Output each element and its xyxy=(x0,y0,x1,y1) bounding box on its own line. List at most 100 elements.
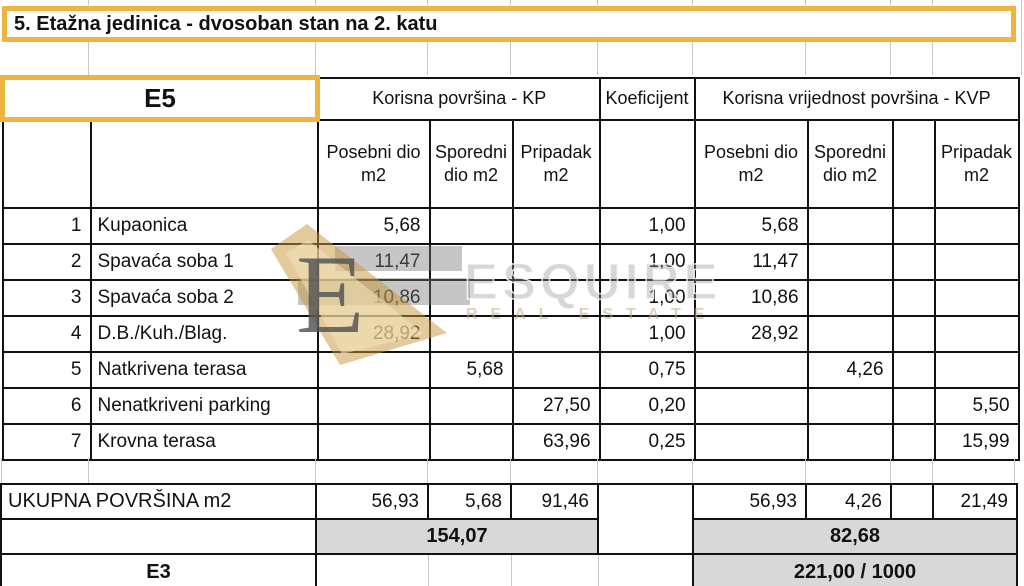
row-number-cell: 5 xyxy=(1,350,92,389)
kp-sporedni-cell xyxy=(428,278,514,317)
empty-cell xyxy=(427,553,512,586)
spreadsheet-gridline xyxy=(88,458,89,483)
koeficijent-cell: 1,00 xyxy=(598,206,696,245)
spreadsheet-gridline xyxy=(805,0,806,5)
row-number-cell: 7 xyxy=(1,422,92,461)
building-share-row: E3 221,00 / 1000 xyxy=(0,553,1018,586)
kp-posebni-cell: 11,47 xyxy=(316,242,431,281)
spacer-cell xyxy=(891,386,936,425)
kvp-pripadak-cell xyxy=(933,278,1020,317)
kp-pripadak-cell: 27,50 xyxy=(511,386,601,425)
total-kvp-posebni-cell: 56,93 xyxy=(692,483,807,520)
kp-posebni-cell: 28,92 xyxy=(316,314,431,353)
kvp-posebni-cell xyxy=(693,422,809,461)
kp-posebni-cell: 10,86 xyxy=(316,278,431,317)
header-row: E5 Korisna površina - KP Koeficijent Kor… xyxy=(0,75,1020,122)
empty-cell xyxy=(89,118,319,209)
koeficijent-spacer-cell xyxy=(597,483,694,555)
room-name-cell: D.B./Kuh./Blag. xyxy=(89,314,319,353)
spacer-cell xyxy=(891,242,936,281)
kp-sporedni-cell xyxy=(428,206,514,245)
totals-table: UKUPNA POVRŠINA m2 56,93 5,68 91,46 56,9… xyxy=(0,483,1018,586)
kvp-pripadak-cell xyxy=(933,242,1020,281)
header-cell-kp: Korisna površina - KP xyxy=(316,76,601,121)
total-label-cell: UKUPNA POVRŠINA m2 xyxy=(0,483,317,520)
kvp-sporedni-cell xyxy=(806,206,894,245)
row-number-cell: 1 xyxy=(1,206,92,245)
room-name-cell: Spavaća soba 2 xyxy=(89,278,319,317)
kp-posebni-cell xyxy=(316,350,431,389)
kvp-sporedni-cell xyxy=(806,278,894,317)
kvp-pripadak-cell xyxy=(933,314,1020,353)
spacer-cell xyxy=(890,483,934,520)
total-kp-posebni-cell: 56,93 xyxy=(315,483,429,520)
subheader-kp-pripadak: Pripadak m2 xyxy=(511,118,601,209)
spacer-cell xyxy=(891,422,936,461)
empty-cell xyxy=(891,118,936,209)
koeficijent-cell: 0,20 xyxy=(598,386,696,425)
kp-total-cell: 154,07 xyxy=(315,518,599,555)
kp-sporedni-cell xyxy=(428,386,514,425)
spreadsheet-gridline xyxy=(890,0,891,5)
kp-posebni-cell xyxy=(316,386,431,425)
subheader-kvp-sporedni: Sporedni dio m2 xyxy=(806,118,894,209)
spreadsheet-gridline xyxy=(1021,0,1022,75)
room-name-cell: Natkrivena terasa xyxy=(89,350,319,389)
kp-pripadak-cell xyxy=(511,242,601,281)
empty-cell xyxy=(598,118,696,209)
spreadsheet-gridline xyxy=(932,42,933,75)
spreadsheet-gridline xyxy=(805,458,806,483)
kp-pripadak-cell xyxy=(511,278,601,317)
kvp-posebni-cell xyxy=(693,350,809,389)
kp-pripadak-cell xyxy=(511,350,601,389)
empty-cell xyxy=(597,553,694,586)
table-row: 2 Spavaća soba 1 11,47 1,00 11,47 xyxy=(1,242,1020,281)
spreadsheet-gridline xyxy=(315,458,316,483)
koeficijent-cell: 1,00 xyxy=(598,278,696,317)
kvp-posebni-cell xyxy=(693,386,809,425)
row-number-cell: 3 xyxy=(1,278,92,317)
room-name-cell: Kupaonica xyxy=(89,206,319,245)
subheader-kvp-posebni: Posebni dio m2 xyxy=(693,118,809,209)
kvp-sporedni-cell: 4,26 xyxy=(806,350,894,389)
koeficijent-cell: 1,00 xyxy=(598,314,696,353)
subheader-kp-sporedni: Sporedni dio m2 xyxy=(428,118,514,209)
title-box: 5. Etažna jedinica - dvosoban stan na 2.… xyxy=(2,6,1016,42)
header-cell-kvp: Korisna vrijednost površina - KVP xyxy=(693,76,1020,121)
kp-sporedni-cell: 5,68 xyxy=(428,350,514,389)
spreadsheet-gridline xyxy=(427,42,428,75)
room-name-cell: Spavaća soba 1 xyxy=(89,242,319,281)
room-name-cell: Krovna terasa xyxy=(89,422,319,461)
spreadsheet-gridline xyxy=(597,0,598,5)
table-row: 3 Spavaća soba 2 10,86 1,00 10,86 xyxy=(1,278,1020,317)
spreadsheet-gridline xyxy=(597,42,598,75)
total-kp-pripadak-cell: 91,46 xyxy=(510,483,599,520)
table-row: 6 Nenatkriveni parking 27,50 0,20 5,50 xyxy=(1,386,1020,425)
spreadsheet-gridline xyxy=(315,42,316,75)
kvp-sporedni-cell xyxy=(806,422,894,461)
kvp-posebni-cell: 10,86 xyxy=(693,278,809,317)
kp-pripadak-cell xyxy=(511,314,601,353)
koeficijent-cell: 0,25 xyxy=(598,422,696,461)
kp-posebni-cell: 5,68 xyxy=(316,206,431,245)
kvp-posebni-cell: 11,47 xyxy=(693,242,809,281)
empty-cell xyxy=(315,553,429,586)
spacer-cell xyxy=(891,350,936,389)
subheader-kvp-pripadak: Pripadak m2 xyxy=(933,118,1020,209)
kvp-sporedni-cell xyxy=(806,242,894,281)
koeficijent-cell: 0,75 xyxy=(598,350,696,389)
share-cell: 221,00 / 1000 xyxy=(692,553,1018,586)
spreadsheet-gridline xyxy=(88,0,89,5)
table-row: 4 D.B./Kuh./Blag. 28,92 1,00 28,92 xyxy=(1,314,1020,353)
kvp-pripadak-cell: 15,99 xyxy=(933,422,1020,461)
kvp-pripadak-cell xyxy=(933,206,1020,245)
empty-cell xyxy=(510,553,599,586)
kp-sporedni-cell xyxy=(428,422,514,461)
kvp-total-cell: 82,68 xyxy=(692,518,1018,555)
subheader-kp-posebni: Posebni dio m2 xyxy=(316,118,431,209)
kp-sporedni-cell xyxy=(428,314,514,353)
subheader-row: Posebni dio m2 Sporedni dio m2 Pripadak … xyxy=(1,118,1020,209)
table-row: 5 Natkrivena terasa 5,68 0,75 4,26 xyxy=(1,350,1020,389)
spreadsheet-gridline xyxy=(510,42,511,75)
